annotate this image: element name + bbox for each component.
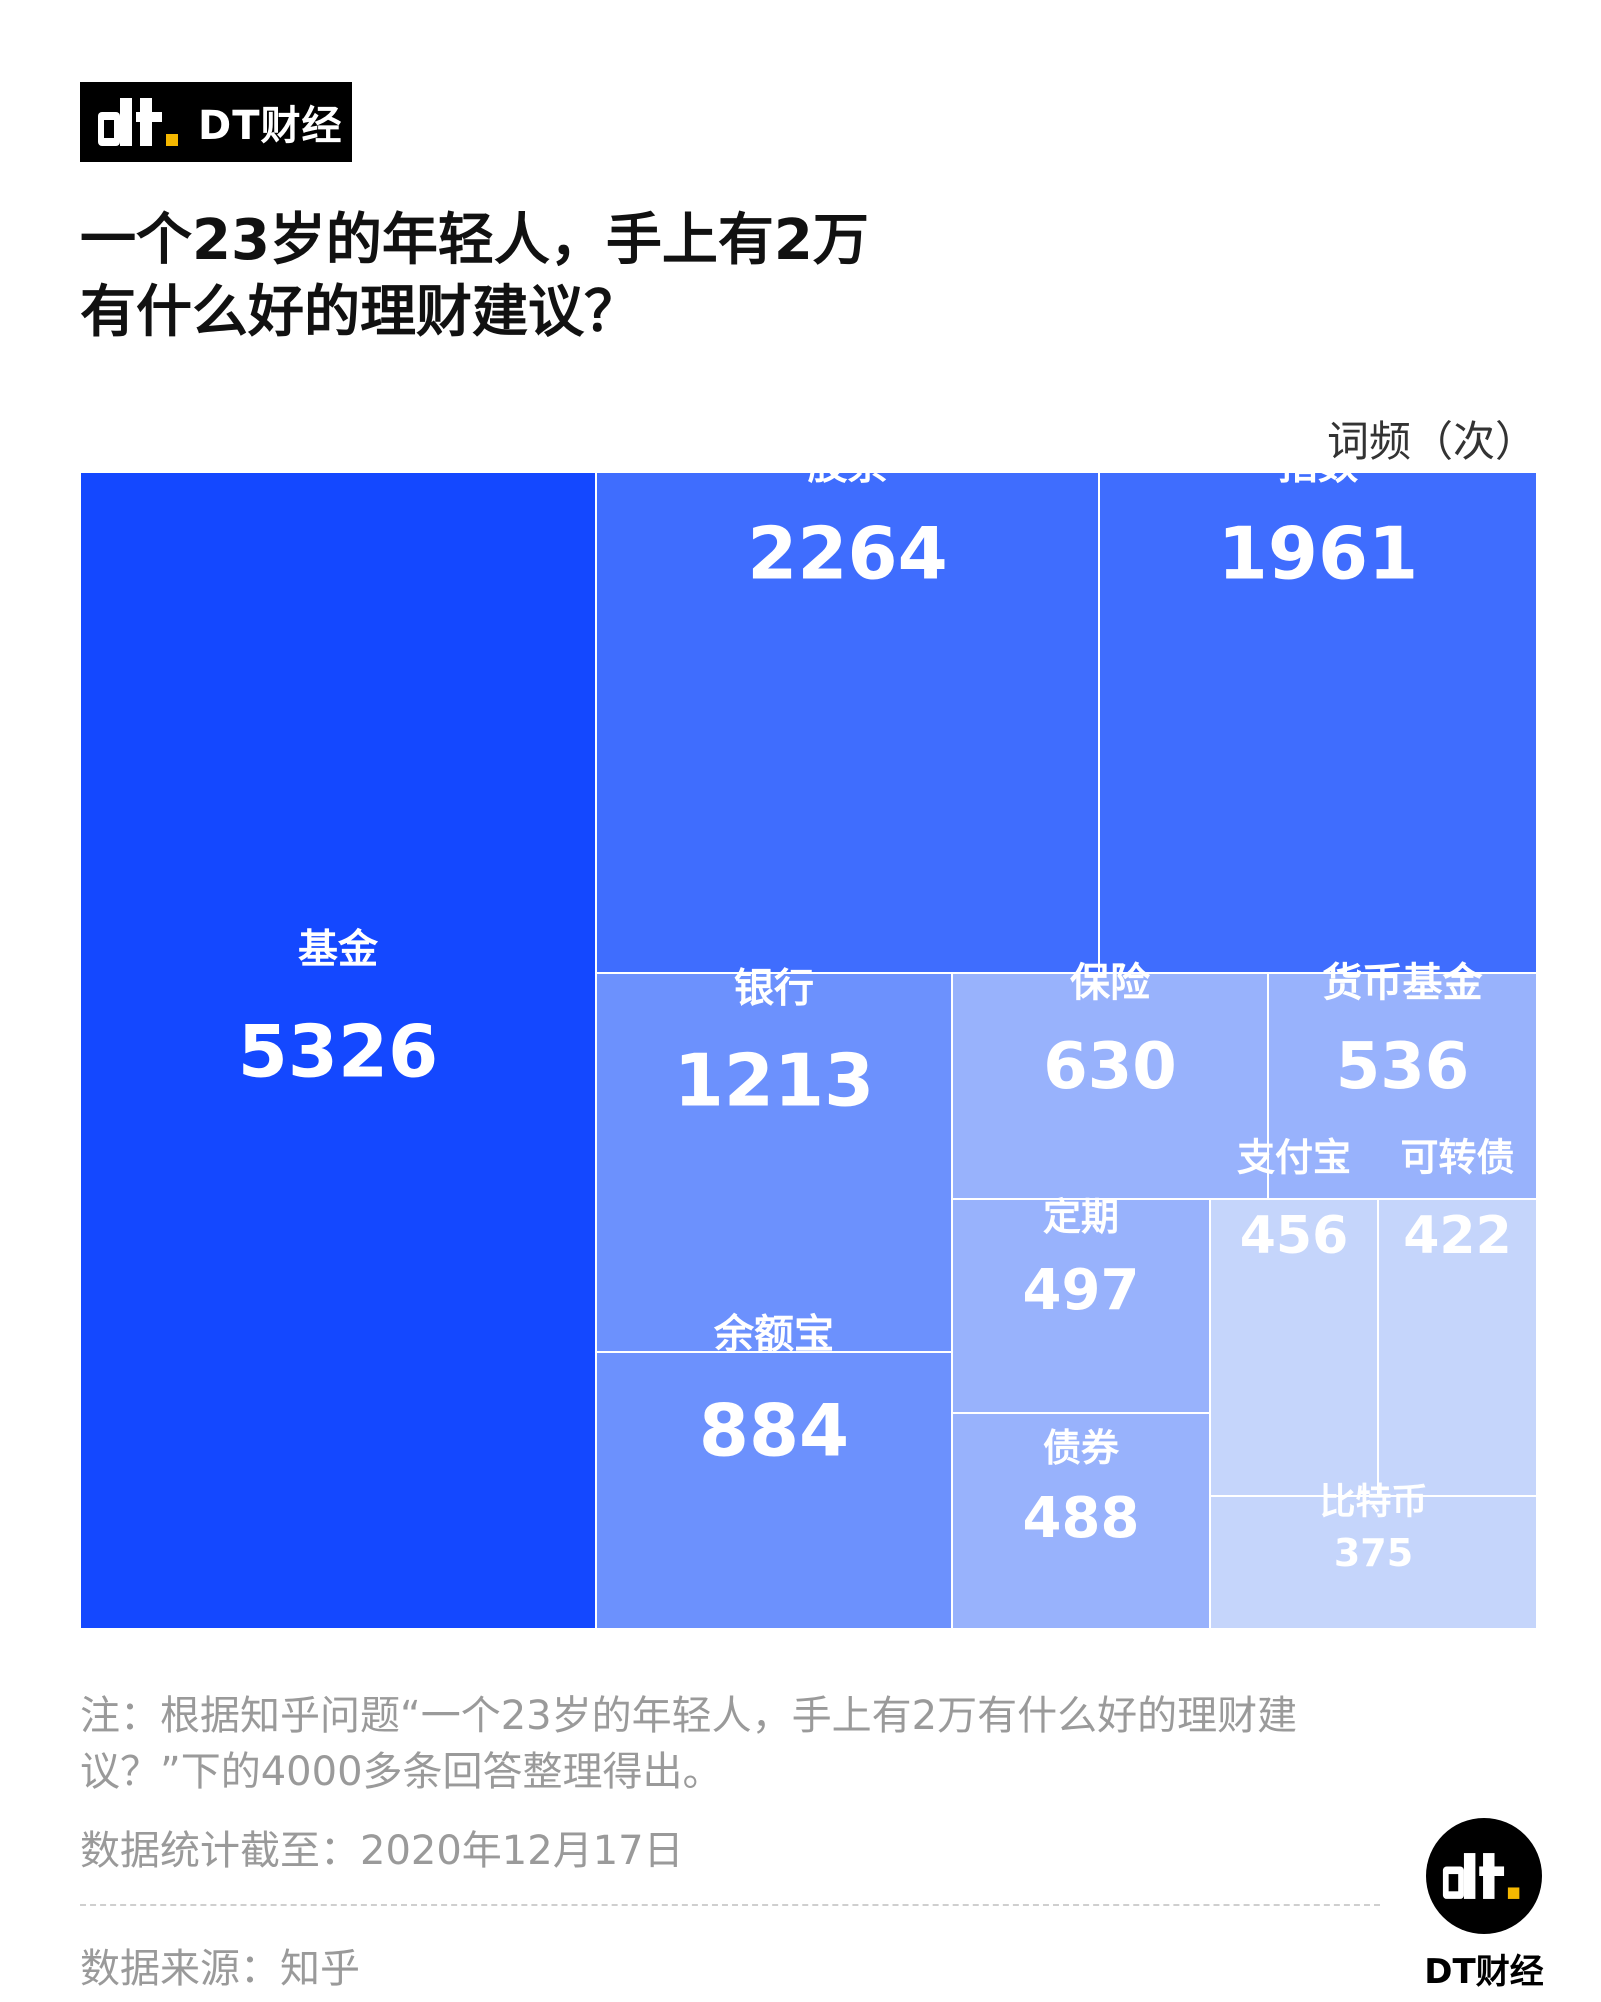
treemap-cell-label: 比特币 bbox=[1319, 1482, 1427, 1523]
treemap-cell-value: 422 bbox=[1403, 1206, 1512, 1266]
chart-title-line1: 一个23岁的年轻人，手上有2万 bbox=[80, 208, 869, 273]
treemap-cell-value: 884 bbox=[699, 1388, 849, 1472]
treemap-cell-value: 1961 bbox=[1218, 511, 1418, 595]
treemap-cell-label: 股票 bbox=[808, 472, 888, 489]
treemap-cell-label: 支付宝 bbox=[1237, 1136, 1351, 1180]
treemap-cell bbox=[1209, 1198, 1379, 1497]
treemap-cell-label: 余额宝 bbox=[713, 1312, 834, 1358]
treemap-cell-label: 货币基金 bbox=[1323, 960, 1484, 1006]
dt-circle-logo bbox=[1426, 1818, 1542, 1934]
treemap-cell-value: 488 bbox=[1023, 1486, 1140, 1551]
treemap-cell-value: 630 bbox=[1043, 1030, 1177, 1104]
treemap-cell bbox=[1209, 1495, 1537, 1629]
treemap-cell-label: 指数 bbox=[1278, 472, 1358, 489]
treemap-cell bbox=[595, 972, 953, 1353]
treemap-cell bbox=[595, 1351, 953, 1629]
dt-logo-icon bbox=[1442, 1853, 1520, 1899]
data-source: 数据来源：知乎 bbox=[80, 1946, 360, 1992]
treemap-cell-value: 456 bbox=[1240, 1206, 1349, 1266]
circle-brand-name: DT财经 bbox=[1424, 1952, 1544, 1992]
treemap-cell-value: 5326 bbox=[238, 1009, 438, 1093]
brand-logo-badge: DT财经 bbox=[80, 82, 352, 162]
unit-label: 词频（次） bbox=[1326, 417, 1537, 466]
dt-logo-icon bbox=[98, 98, 178, 146]
treemap-cell-label: 保险 bbox=[1070, 960, 1151, 1006]
treemap-cell-value: 497 bbox=[1023, 1258, 1140, 1323]
treemap-chart: 基金 5326 股票 2264 指数 1961 银行 1213 余额宝 884 保险 630 货币基金 5… bbox=[80, 472, 1537, 1629]
treemap-cell bbox=[1098, 472, 1537, 974]
treemap-cell-label: 可转债 bbox=[1400, 1136, 1514, 1180]
treemap-cell bbox=[951, 1412, 1211, 1629]
treemap-cell bbox=[1377, 1198, 1537, 1497]
treemap-cell-value: 1213 bbox=[674, 1038, 874, 1122]
treemap-svg: 基金 5326 股票 2264 指数 1961 银行 1213 余额宝 884 保险 630 货币基金 5… bbox=[80, 472, 1537, 1629]
data-date: 数据统计截至：2020年12月17日 bbox=[80, 1828, 684, 1874]
treemap-cell bbox=[1267, 972, 1537, 1200]
treemap-cell-value: 375 bbox=[1334, 1531, 1413, 1575]
chart-title: 一个23岁的年轻人，手上有2万 有什么好的理财建议？ bbox=[80, 205, 1080, 349]
treemap-cell-label: 定期 bbox=[1043, 1195, 1119, 1239]
treemap-cell-value: 536 bbox=[1336, 1030, 1470, 1104]
brand-name: DT财经 bbox=[198, 103, 343, 149]
treemap-cell-label: 债券 bbox=[1043, 1426, 1120, 1470]
note-text: 注：根据知乎问题“一个23岁的年轻人，手上有2万有什么好的理财建议？”下的400… bbox=[80, 1693, 1298, 1795]
divider bbox=[80, 1904, 1380, 1906]
treemap-cell-value: 2264 bbox=[747, 511, 947, 595]
treemap-cell bbox=[951, 1198, 1211, 1414]
treemap-cell-label: 银行 bbox=[734, 966, 814, 1012]
chart-title-line2: 有什么好的理财建议？ bbox=[80, 280, 640, 345]
treemap-cell-label: 基金 bbox=[298, 927, 379, 973]
treemap-cell bbox=[80, 472, 597, 1629]
treemap-cell bbox=[595, 472, 1100, 974]
